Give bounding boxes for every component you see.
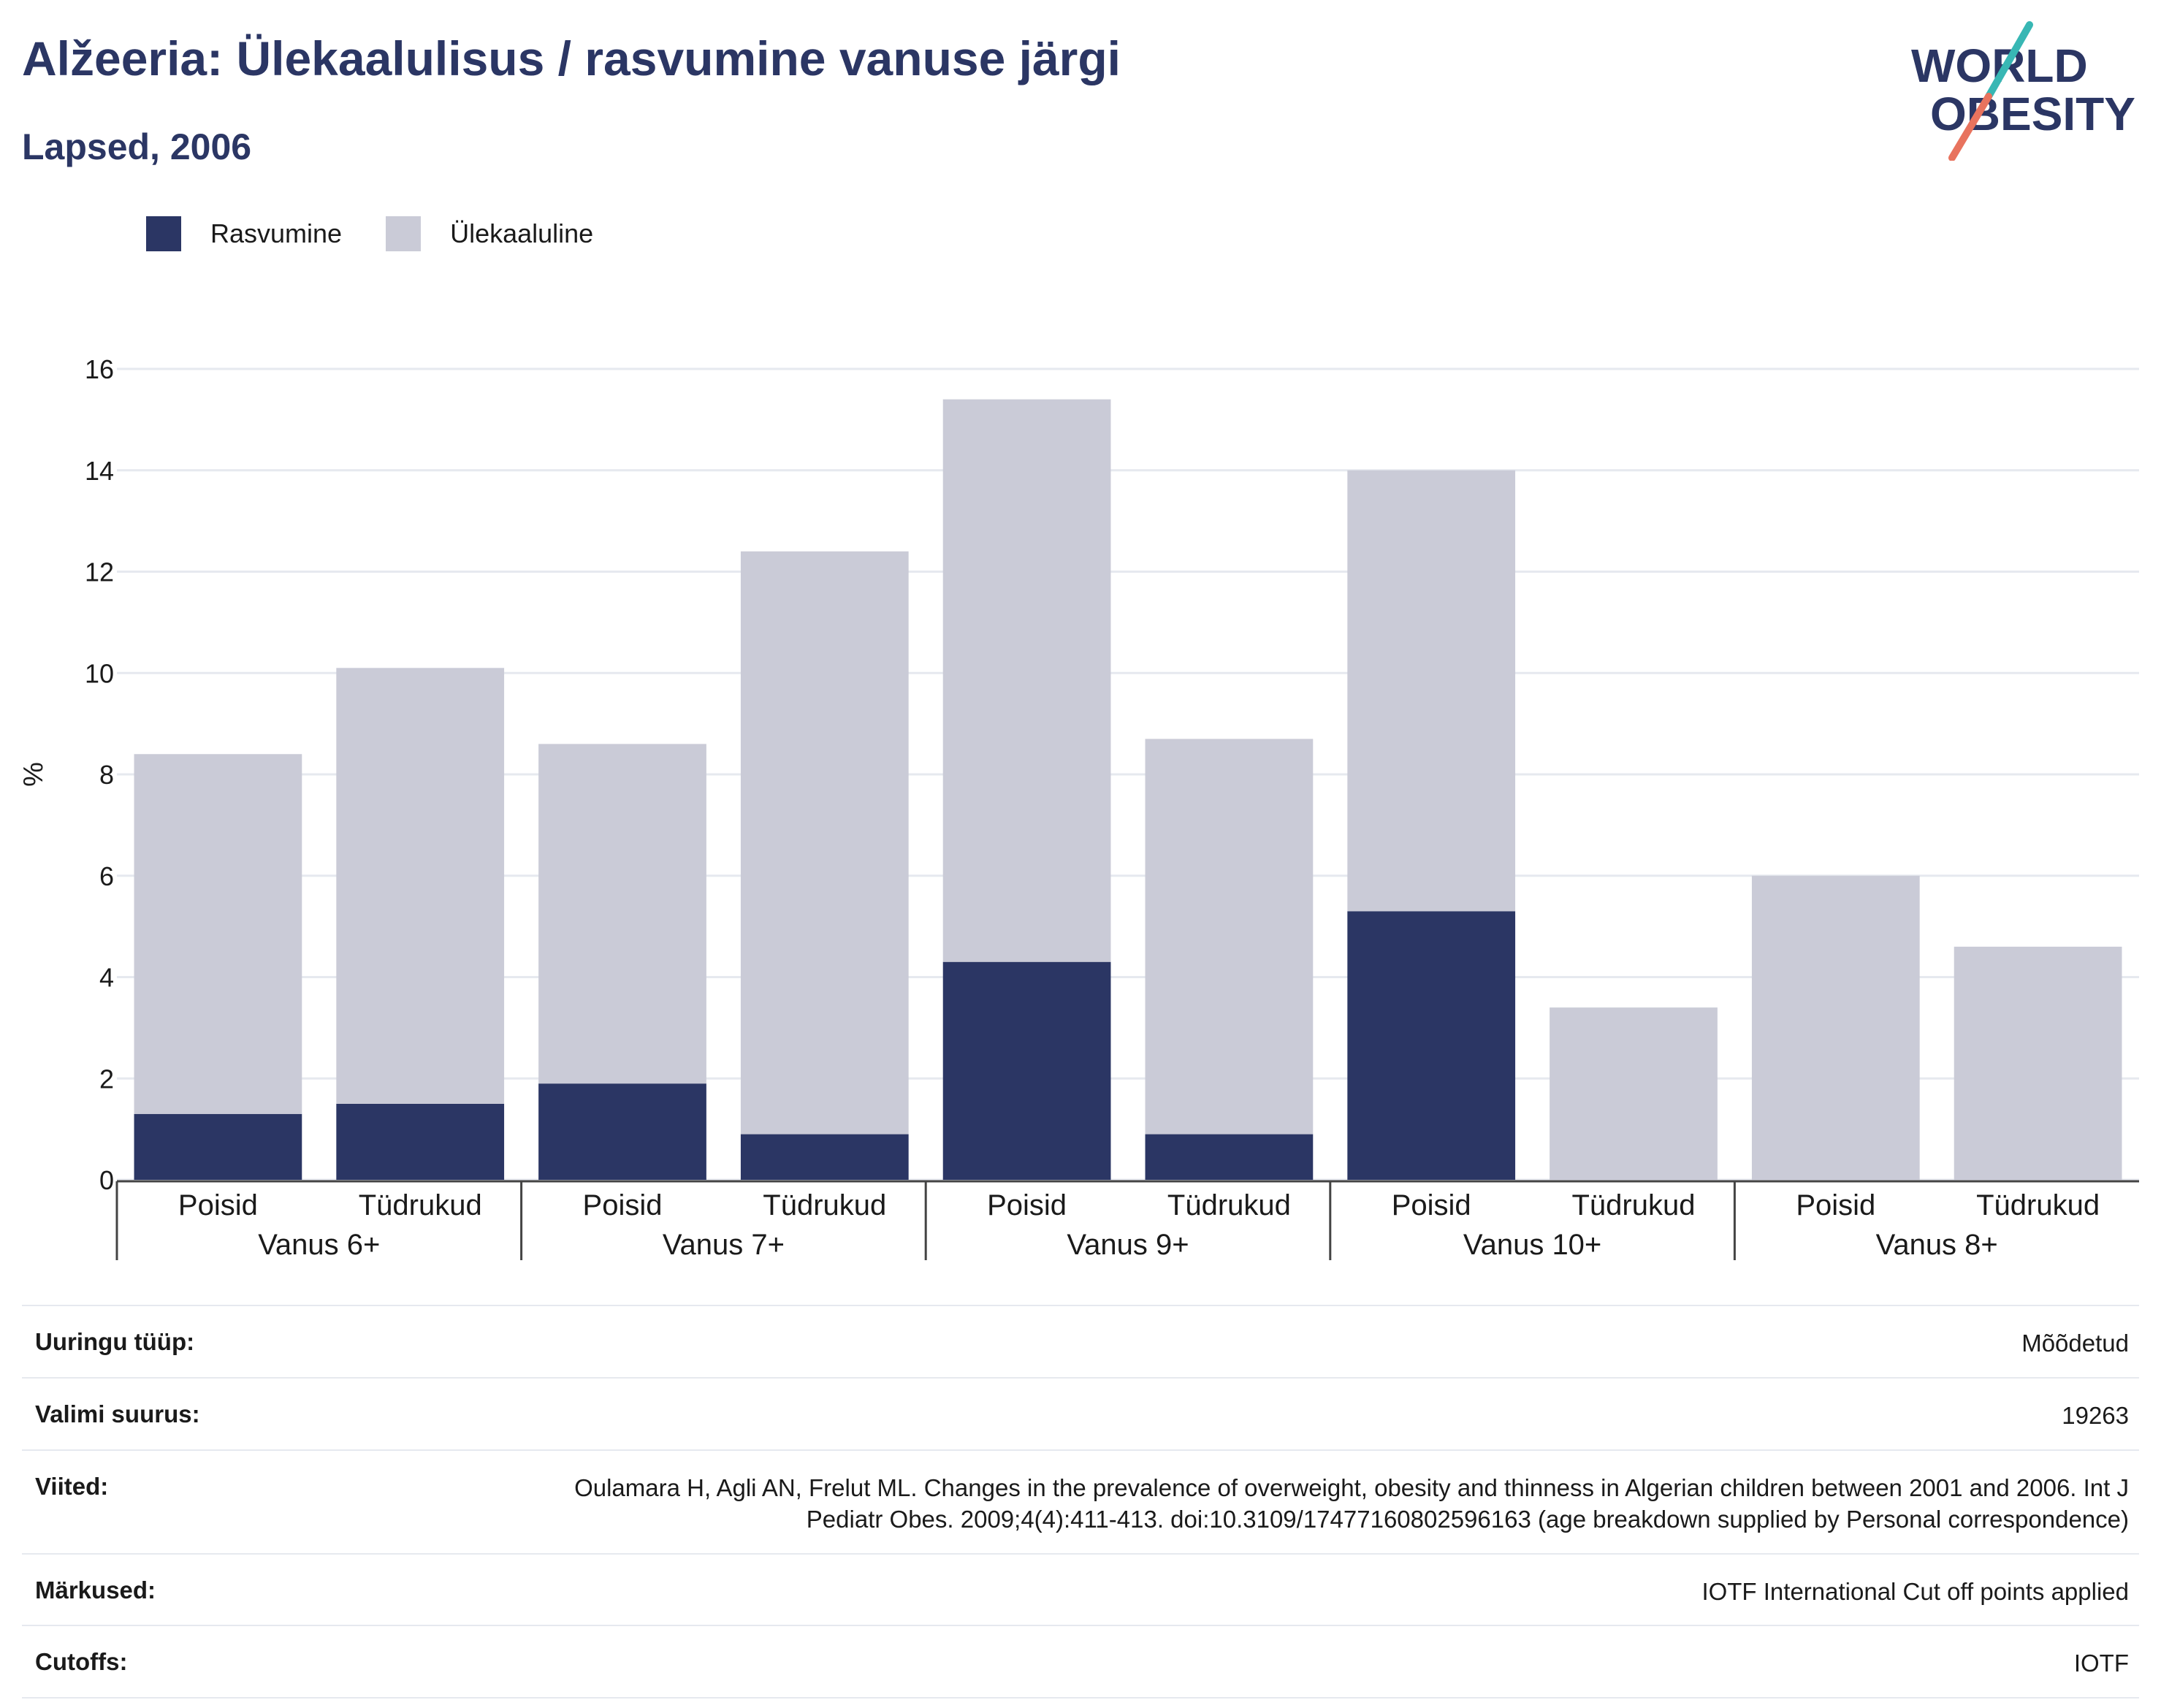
bar-overweight	[134, 754, 302, 1114]
chart-legend: Rasvumine Ülekaaluline	[146, 216, 637, 251]
y-axis-label: %	[18, 762, 49, 787]
info-row-references: Viited: Oulamara H, Agli AN, Frelut ML. …	[22, 1449, 2139, 1553]
x-group-label: Vanus 8+	[1876, 1229, 1998, 1261]
y-tick-label: 4	[99, 963, 114, 993]
bar-overweight	[1145, 739, 1314, 1135]
legend-label-obesity: Rasvumine	[210, 218, 343, 248]
info-row-sample-size: Valimi suurus: 19263	[22, 1376, 2139, 1449]
x-group-label: Vanus 9+	[1067, 1229, 1189, 1261]
chart-title: Alžeeria: Ülekaalulisus / rasvumine vanu…	[22, 31, 1121, 85]
x-category-label: Tüdrukud	[763, 1189, 886, 1221]
info-value: IOTF	[2073, 1650, 2129, 1677]
info-table: Uuringu tüüp: Mõõdetud Valimi suurus: 19…	[22, 1305, 2139, 1699]
x-category-label: Tüdrukud	[1976, 1189, 2100, 1221]
x-category-label: Tüdrukud	[359, 1189, 482, 1221]
info-value: Mõõdetud	[2021, 1330, 2129, 1357]
x-category-label: Poisid	[178, 1189, 258, 1221]
logo-line2: OBESITY	[1930, 88, 2135, 140]
x-group-label: Vanus 7+	[663, 1229, 785, 1261]
bar-overweight	[538, 744, 706, 1084]
x-category-label: Poisid	[1392, 1189, 1471, 1221]
info-label: Cutoffs:	[35, 1648, 128, 1676]
x-category-label: Tüdrukud	[1572, 1189, 1696, 1221]
info-value: Oulamara H, Agli AN, Frelut ML. Changes …	[574, 1473, 2129, 1533]
info-label: Märkused:	[35, 1576, 156, 1604]
legend-label-overweight: Ülekaaluline	[450, 218, 594, 248]
y-tick-label: 6	[99, 861, 114, 891]
y-tick-label: 2	[99, 1064, 114, 1094]
y-tick-label: 14	[85, 456, 114, 486]
legend-item-obesity[interactable]: Rasvumine	[146, 216, 342, 251]
bar-overweight	[1954, 946, 2122, 1180]
info-label: Valimi suurus:	[35, 1400, 200, 1427]
x-group-label: Vanus 6+	[258, 1229, 380, 1261]
bar-obesity	[538, 1083, 706, 1180]
legend-swatch-obesity	[146, 216, 181, 251]
info-row-survey-type: Uuringu tüüp: Mõõdetud	[22, 1305, 2139, 1377]
info-value: 19263	[2062, 1401, 2129, 1429]
bar-obesity	[336, 1103, 505, 1180]
bar-obesity	[134, 1113, 302, 1180]
logo-slash-top	[1985, 21, 2033, 100]
legend-item-overweight[interactable]: Ülekaaluline	[386, 216, 593, 251]
y-tick-label: 12	[85, 557, 114, 587]
bar-overweight	[1550, 1007, 1718, 1180]
chart-subtitle: Lapsed, 2006	[22, 126, 252, 167]
y-tick-label: 8	[99, 760, 114, 790]
bar-overweight	[1751, 875, 1920, 1180]
info-label: Uuringu tüüp:	[35, 1328, 195, 1355]
bar-obesity	[740, 1134, 909, 1180]
y-tick-label: 16	[85, 354, 114, 384]
world-obesity-logo: WORLD OBESITY	[1911, 21, 2135, 161]
x-category-label: Tüdrukud	[1167, 1189, 1291, 1221]
bar-obesity	[1145, 1134, 1314, 1180]
info-row-cutoffs: Cutoffs: IOTF	[22, 1625, 2139, 1699]
x-group-label: Vanus 10+	[1463, 1229, 1601, 1261]
x-category-label: Poisid	[1796, 1189, 1875, 1221]
legend-swatch-overweight	[386, 216, 422, 251]
logo-slash-bottom	[1948, 93, 1992, 161]
y-tick-label: 0	[99, 1165, 114, 1195]
y-tick-label: 10	[85, 658, 114, 688]
bar-obesity	[942, 961, 1111, 1180]
info-label: Viited:	[35, 1472, 109, 1500]
x-category-label: Poisid	[987, 1189, 1067, 1221]
x-category-label: Poisid	[583, 1189, 663, 1221]
stacked-bar-chart: 0 2 4 6 8 10 12 14 16% Poisid Tüdrukud Poisid Tüdruk…	[18, 354, 2139, 1261]
info-row-notes: Märkused: IOTF International Cut off poi…	[22, 1552, 2139, 1625]
bar-obesity	[1347, 911, 1516, 1180]
bar-overweight	[336, 668, 505, 1104]
bar-overweight	[942, 399, 1111, 962]
info-value: IOTF International Cut off points applie…	[1701, 1577, 2129, 1605]
bar-overweight	[1347, 470, 1516, 912]
bar-overweight	[740, 551, 909, 1135]
